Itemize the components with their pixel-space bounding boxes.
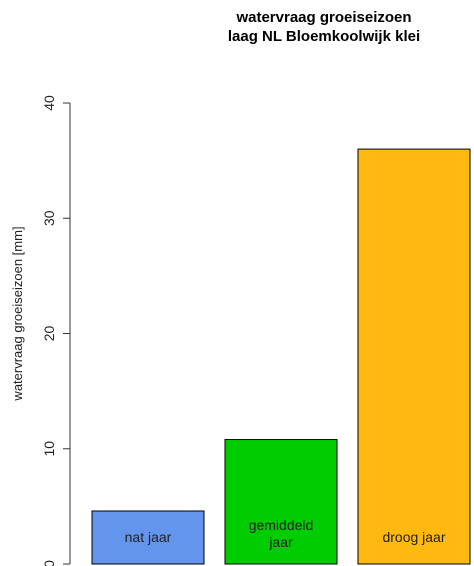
y-tick-label: 10 xyxy=(41,441,57,457)
y-tick-label: 30 xyxy=(41,210,57,226)
bar-label: jaar xyxy=(268,534,293,550)
bar-1 xyxy=(224,439,338,565)
bar-2 xyxy=(357,148,471,565)
chart-title-line-1: watervraag groeiseizoen xyxy=(235,9,411,26)
bar-label: gemiddeld xyxy=(249,517,314,533)
y-axis-ticks: 0 10 20 30 40 xyxy=(41,95,70,566)
bar-0 xyxy=(91,510,205,565)
bar-label: droog jaar xyxy=(382,529,445,545)
chart-title-line-2: laag NL Bloemkoolwijk klei xyxy=(228,28,420,45)
y-tick-label: 0 xyxy=(41,560,57,566)
y-tick-label: 20 xyxy=(41,326,57,342)
bar-label: nat jaar xyxy=(125,529,172,545)
y-tick-label: 40 xyxy=(41,95,57,111)
y-axis-label: watervraag groeiseizoen [mm] xyxy=(10,226,25,401)
chart-title: watervraag groeiseizoen laag NL Bloemkoo… xyxy=(228,9,420,45)
